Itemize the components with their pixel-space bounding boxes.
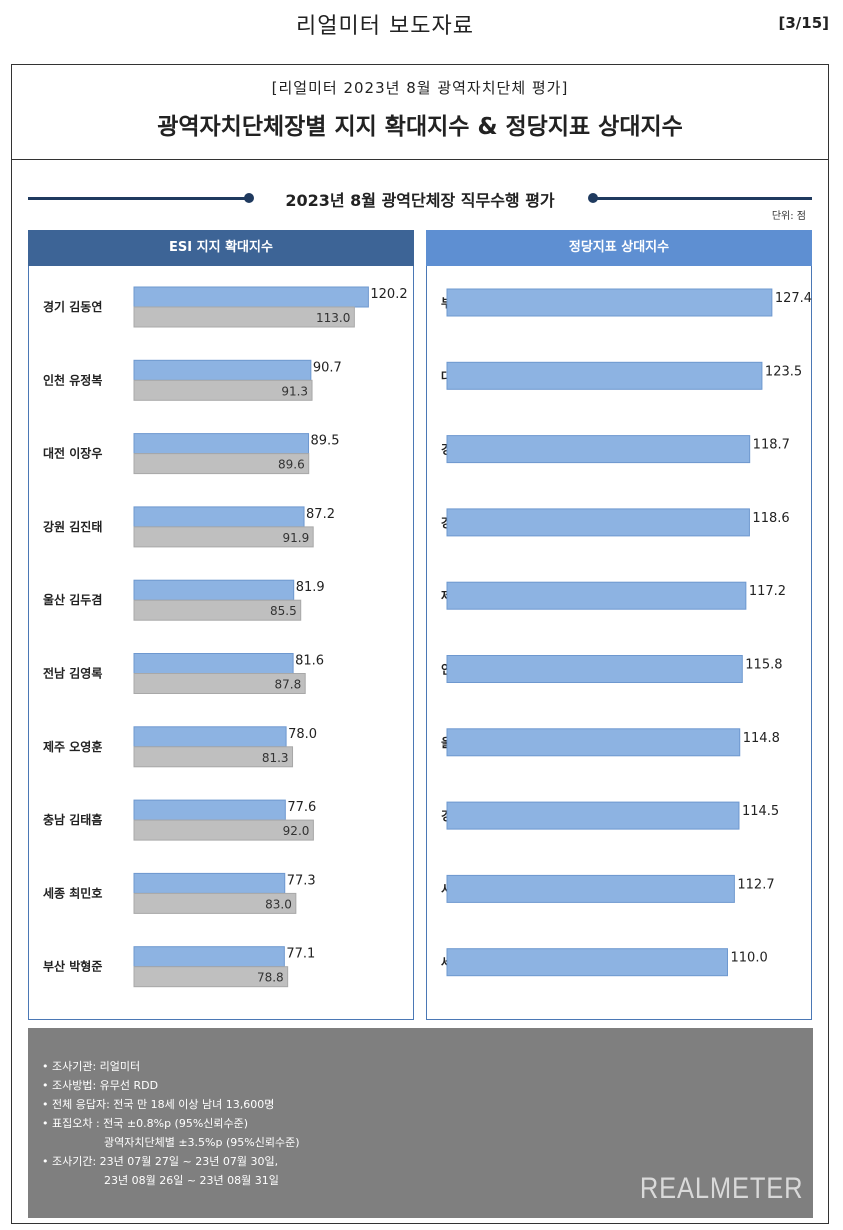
bar-party-index [446,508,750,537]
bar-party-index [446,728,741,757]
value-label-previous: 113.0 [316,311,350,325]
value-label-previous: 81.3 [262,751,289,765]
value-label-current: 87.2 [306,507,335,522]
party-panel: 정당지표 상대지수 부산 박형준127.4대전 이장우123.5경기 김동연11… [426,230,812,1020]
esi-panel-title: ESI 지지 확대지수 [28,230,414,266]
value-label-current: 81.9 [296,580,325,595]
bar-esi-current [133,579,295,601]
header-divider [12,159,828,160]
value-label-previous: 92.0 [283,824,310,838]
esi-panel: ESI 지지 확대지수 경기 김동연 120.2 113.0 인천 유정복 90.7 91… [28,230,414,1020]
note-respondents: • 전체 응답자: 전국 만 18세 이상 남녀 13,600명 [42,1098,275,1111]
header-subtitle: [리얼미터 2023년 8월 광역자치단체 평가] [271,79,569,97]
category-label: 대전 이장우 [43,446,102,461]
header-title: 광역자치단체장별 지지 확대지수 & 정당지표 상대지수 [157,114,683,140]
bar-esi-current [133,726,287,748]
value-label: 127.4 [775,291,812,306]
value-label-current: 89.5 [311,434,340,449]
bar-party-index [446,655,743,683]
page-number: [3/15] [778,14,829,32]
bar-esi-previous [133,306,355,328]
note-agency: • 조사기관: 리얼미터 [42,1060,141,1073]
bar-esi-previous [133,453,310,475]
bar-party-index [446,948,728,977]
bar-esi-previous [133,819,314,841]
category-label: 울산 김두겸 [43,592,102,607]
party-chart: 부산 박형준127.4대전 이장우123.5경기 김동연118.7강원 김진태1… [441,288,812,977]
value-label-current: 78.0 [288,727,317,742]
bar-esi-current [133,946,285,968]
bar-party-index [446,288,773,317]
bar-esi-previous [133,892,297,914]
bar-party-index [446,361,763,390]
bar-esi-current [133,286,369,308]
value-label: 123.5 [765,364,802,379]
bar-party-index [446,801,740,830]
value-label: 115.8 [745,658,782,673]
category-label: 강원 김진태 [43,519,102,534]
value-label-current: 77.3 [287,873,316,888]
note-method: • 조사방법: 유무선 RDD [42,1079,159,1092]
value-label: 117.2 [749,584,786,599]
bar-esi-previous [133,599,302,621]
category-label: 전남 김영록 [43,666,102,681]
category-label: 세종 최민호 [43,885,102,900]
value-label-previous: 78.8 [257,971,284,985]
bar-esi-previous [133,526,314,548]
document-title: 리얼미터 보도자료 [296,14,474,39]
value-label-previous: 87.8 [274,678,301,692]
value-label: 112.7 [737,877,774,892]
value-label-current: 90.7 [313,360,342,375]
bar-esi-current [133,653,294,674]
value-label: 114.8 [743,731,780,746]
value-label-current: 77.6 [287,800,316,815]
bar-esi-previous [133,673,306,694]
unit-label: 단위: 점 [771,211,806,222]
brand-logo: REALMETER [639,1172,803,1205]
value-label: 110.0 [731,951,768,966]
value-label-previous: 85.5 [270,604,297,618]
bar-esi-current [133,872,286,894]
bar-party-index [446,435,751,464]
value-label: 118.6 [752,511,789,526]
esi-chart: 경기 김동연 120.2 113.0 인천 유정복 90.7 91.3 대전 이장우 89.5… [43,286,408,988]
category-label: 충남 김태흠 [43,812,102,827]
section-title: 2023년 8월 광역단체장 직무수행 평가 [285,191,555,210]
section-line-right [594,197,812,200]
party-panel-title: 정당지표 상대지수 [426,230,812,266]
survey-info-box: • 조사기관: 리얼미터 • 조사방법: 유무선 RDD • 전체 응답자: 전… [28,1028,813,1218]
category-label: 부산 박형준 [43,959,102,974]
section-dot-right [588,193,598,203]
value-label: 118.7 [753,438,790,453]
category-label: 제주 오영훈 [43,739,102,754]
note-period-second: 23년 08월 26일 ~ 23년 08월 31일 [104,1174,279,1187]
bar-esi-current [133,359,312,381]
value-label-previous: 91.3 [281,384,308,398]
value-label-current: 77.1 [286,947,315,962]
bar-esi-current [133,799,286,821]
bar-party-index [446,581,747,610]
value-label-previous: 91.9 [282,531,309,545]
bar-esi-previous [133,746,294,768]
bar-esi-current [133,433,310,455]
note-error-regional: 광역자치단체별 ±3.5%p (95%신뢰수준) [104,1136,300,1149]
bar-esi-previous [133,966,289,988]
value-label-previous: 89.6 [278,458,305,472]
category-label: 경기 김동연 [43,299,102,314]
note-error: • 표집오차 : 전국 ±0.8%p (95%신뢰수준) [42,1117,249,1130]
bar-esi-current [133,506,305,528]
category-label: 인천 유정복 [43,372,102,387]
bar-party-index [446,874,735,903]
section-dot-left [244,193,254,203]
value-label-previous: 83.0 [265,897,292,911]
bar-esi-previous [133,379,313,401]
value-label: 114.5 [742,804,779,819]
section-line-left [28,197,250,200]
value-label-current: 120.2 [370,287,407,302]
report-frame: [리얼미터 2023년 8월 광역자치단체 평가] 광역자치단체장별 지지 확대… [11,64,829,1224]
value-label-current: 81.6 [295,654,324,669]
note-period: • 조사기간: 23년 07월 27일 ~ 23년 07월 30일, [42,1155,279,1168]
